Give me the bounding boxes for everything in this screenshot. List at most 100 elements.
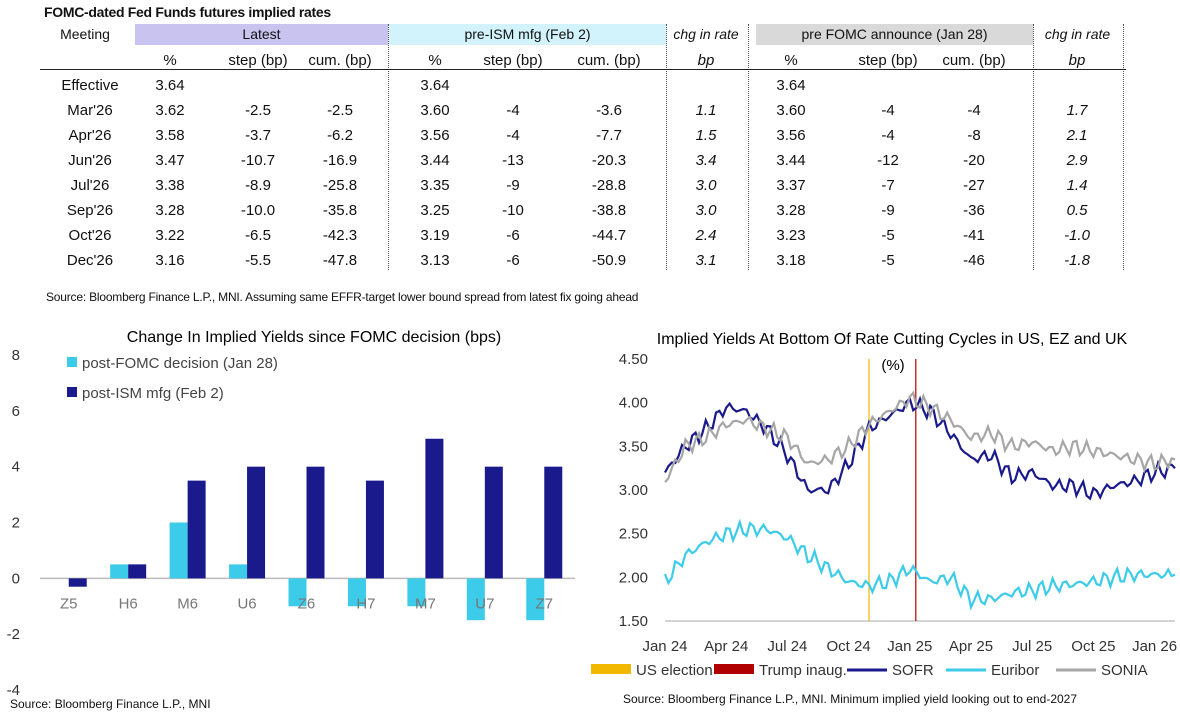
series-line-euribor xyxy=(663,518,1176,611)
legend-label: Euribor xyxy=(991,662,1039,679)
table-cell: -4 xyxy=(881,102,895,119)
bar-post-fomc-Z6 xyxy=(288,578,307,607)
x-tick-label: Jan 26 xyxy=(1132,638,1177,655)
bar-post-fomc-U6 xyxy=(229,564,248,579)
table-cell: -9 xyxy=(506,177,520,194)
y-tick-label: 0 xyxy=(12,570,20,587)
bar-post-fomc-H7 xyxy=(347,578,366,607)
implied-rates-table: Meeting Latest% step (bp) cum. (bp) pre-ISM … xyxy=(40,24,1126,270)
y-tick-label: 4.00 xyxy=(619,395,648,412)
header-divider xyxy=(40,69,1126,70)
table-cell: 3.37 xyxy=(776,177,806,194)
x-tick-label: Jan 25 xyxy=(887,638,932,655)
y-tick-label: 2.50 xyxy=(619,526,648,543)
legend-swatch xyxy=(714,664,754,674)
table-cell: -1.0 xyxy=(1064,227,1090,244)
subheader: step (bp) xyxy=(228,52,288,69)
table-cell: -16.9 xyxy=(322,152,358,169)
table-cell: -13 xyxy=(502,152,524,169)
table-cell: 3.28 xyxy=(155,202,185,219)
table-cell: 3.13 xyxy=(420,252,450,269)
legend-label: SONIA xyxy=(1101,662,1148,679)
table-cell: -28.8 xyxy=(591,177,627,194)
y-tick-label: -4 xyxy=(7,682,20,699)
table-cell: 0.5 xyxy=(1066,202,1088,219)
x-tick-label: M6 xyxy=(177,595,198,612)
bar-chart-title: Change In Implied Yields since FOMC deci… xyxy=(127,329,501,346)
legend-label: US election xyxy=(636,662,713,679)
table-row-meeting: Jul'26 xyxy=(70,177,110,194)
table-cell: -10.0 xyxy=(240,202,276,219)
table-cell: 3.25 xyxy=(420,202,450,219)
table-cell: -46 xyxy=(963,252,985,269)
column-separator xyxy=(666,24,667,270)
table-cell: -38.8 xyxy=(591,202,627,219)
group-header-0: Latest xyxy=(135,24,388,45)
table-cell: -50.9 xyxy=(591,252,627,269)
table-cell: 3.60 xyxy=(420,102,450,119)
bar-post-fomc-H6 xyxy=(110,564,129,579)
group-header-1: pre-ISM mfg (Feb 2) xyxy=(389,24,666,45)
legend-label: SOFR xyxy=(892,662,934,679)
bar-post-ism-Z5 xyxy=(68,578,87,587)
table-cell: -20 xyxy=(963,152,985,169)
group-header-4: chg in rate xyxy=(1044,26,1111,42)
table-cell: -47.8 xyxy=(322,252,358,269)
bar-post-ism-H7 xyxy=(365,480,384,579)
table-source: Source: Bloomberg Finance L.P., MNI. Ass… xyxy=(46,290,639,304)
subheader: bp xyxy=(697,52,715,69)
table-row-meeting: Oct'26 xyxy=(68,227,112,244)
table-cell: -41 xyxy=(963,227,985,244)
table-cell: -42.3 xyxy=(322,227,358,244)
table-cell: -2.5 xyxy=(245,102,271,119)
y-tick-label: -2 xyxy=(7,626,20,643)
table-cell: 3.1 xyxy=(695,252,717,269)
subheader: cum. (bp) xyxy=(942,52,1006,69)
table-cell: -8.9 xyxy=(245,177,271,194)
x-tick-label: Z5 xyxy=(60,595,78,612)
x-tick-label: Z7 xyxy=(536,595,554,612)
x-tick-label: Jul 25 xyxy=(1012,638,1052,655)
table-cell: 3.23 xyxy=(776,227,806,244)
table-cell: -6 xyxy=(506,227,520,244)
meeting-header: Meeting xyxy=(60,26,110,42)
table-cell: -7.7 xyxy=(596,127,622,144)
subheader: step (bp) xyxy=(483,52,543,69)
column-separator xyxy=(1123,24,1124,270)
table-cell: -36 xyxy=(963,202,985,219)
bar-post-fomc-U7 xyxy=(466,578,485,621)
table-cell: 2.9 xyxy=(1066,152,1088,169)
table-cell: 3.44 xyxy=(776,152,806,169)
table-cell: -4 xyxy=(967,102,981,119)
table-cell: -12 xyxy=(877,152,899,169)
table-cell: 3.60 xyxy=(776,102,806,119)
table-cell: -5 xyxy=(881,227,895,244)
y-tick-label: 2 xyxy=(12,515,20,532)
table-cell: 3.16 xyxy=(155,252,185,269)
table-row-meeting: Sep'26 xyxy=(66,202,114,219)
table-cell: -25.8 xyxy=(322,177,358,194)
line-chart: Implied Yields At Bottom Of Rate Cutting… xyxy=(591,331,1177,706)
table-row-meeting: Apr'26 xyxy=(68,127,112,144)
column-separator xyxy=(748,24,749,270)
table-cell: 1.5 xyxy=(695,127,717,144)
table-cell: -44.7 xyxy=(591,227,627,244)
y-tick-label: 4.50 xyxy=(619,351,648,368)
legend-swatch xyxy=(67,357,77,367)
x-tick-label: Apr 24 xyxy=(704,638,748,655)
table-cell: 3.44 xyxy=(420,152,450,169)
bar-post-ism-U7 xyxy=(484,466,503,579)
table-row-meeting: Dec'26 xyxy=(66,252,114,269)
table-cell: 3.18 xyxy=(776,252,806,269)
table-cell: 3.64 xyxy=(155,77,185,94)
table-cell: -7 xyxy=(881,177,895,194)
table-cell: 3.56 xyxy=(776,127,806,144)
y-tick-label: 4 xyxy=(12,459,20,476)
table-cell: 3.64 xyxy=(776,77,806,94)
line-chart-source: Source: Bloomberg Finance L.P., MNI. Min… xyxy=(623,692,1077,706)
x-tick-label: H7 xyxy=(356,595,375,612)
x-tick-label: Oct 25 xyxy=(1071,638,1115,655)
y-tick-label: 2.00 xyxy=(619,569,648,586)
table-cell: -6.5 xyxy=(245,227,271,244)
table-cell: -10.7 xyxy=(240,152,276,169)
